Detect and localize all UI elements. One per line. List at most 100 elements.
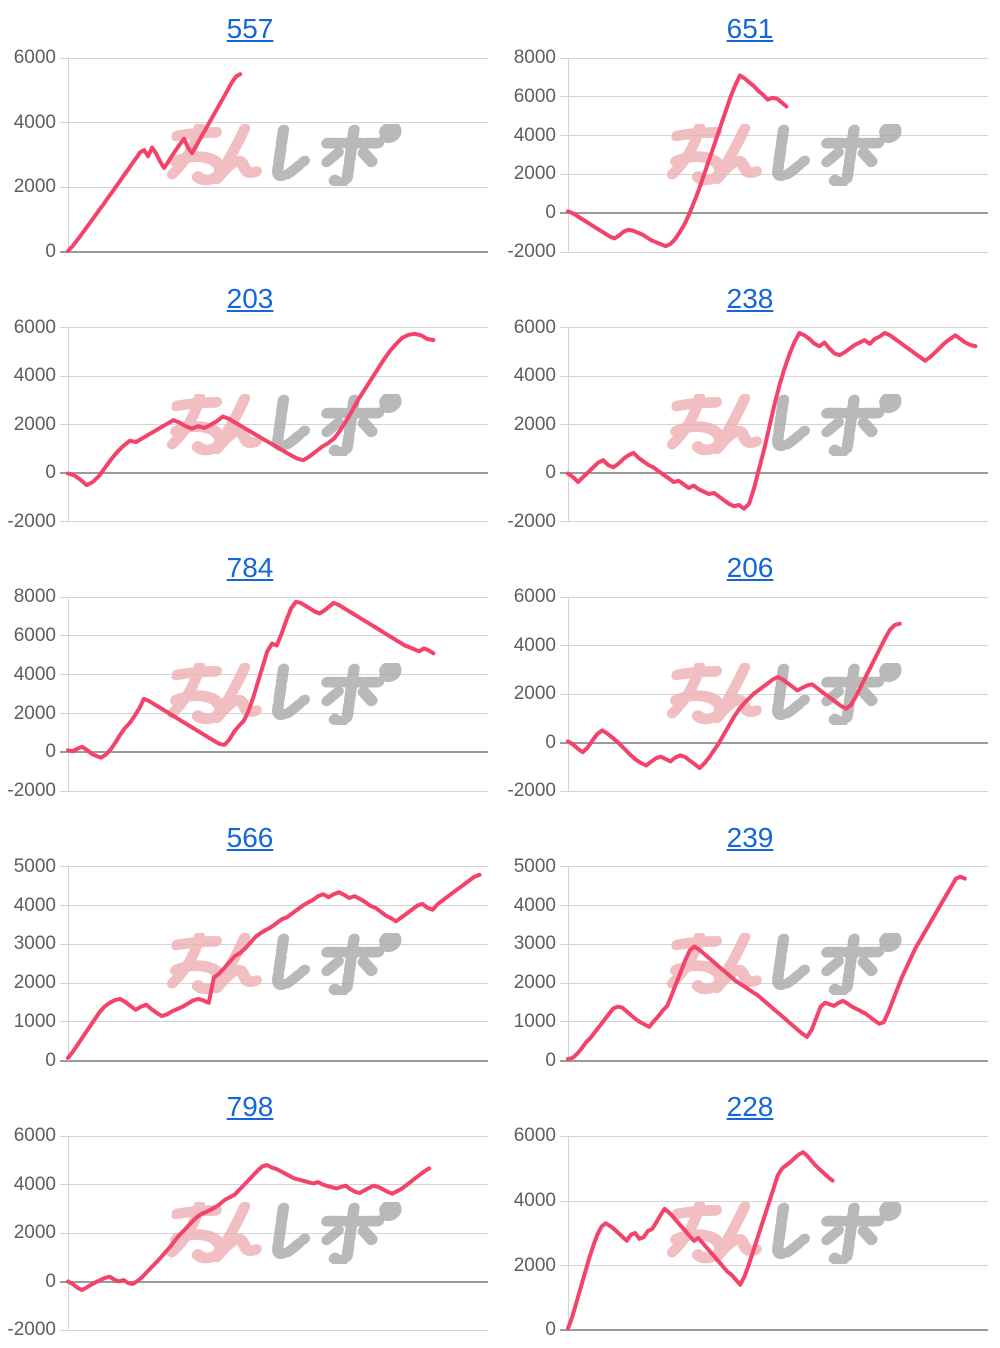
chart-title-link[interactable]: 228 <box>726 1091 774 1123</box>
gridline <box>560 596 988 598</box>
gridline <box>60 327 488 329</box>
watermark-gray-glyphs <box>272 124 402 186</box>
plot-area: 6000 4000 2000 0 -2000 <box>0 270 500 540</box>
gridline <box>60 1329 488 1331</box>
gridline <box>60 1184 488 1186</box>
y-axis-line <box>568 327 569 522</box>
y-axis-tick-label: -2000 <box>7 780 56 802</box>
watermark-gray-glyphs <box>272 1202 402 1265</box>
y-axis-tick-label: 4000 <box>513 634 556 656</box>
gridline <box>60 521 488 523</box>
y-axis-tick-label: 0 <box>545 1049 556 1071</box>
chart-cell-239: 239 5000 4000 3000 2000 1000 0 <box>500 809 1000 1079</box>
gridline <box>560 645 988 647</box>
watermark-minrepo-logo <box>665 1202 926 1265</box>
y-axis-tick-label: 6000 <box>13 1125 56 1147</box>
y-axis-tick-label: 0 <box>45 241 56 262</box>
y-axis-tick-label: 4000 <box>513 1190 556 1212</box>
y-axis-tick-label: 8000 <box>513 47 556 68</box>
zero-gridline <box>60 751 488 754</box>
chart-cell-206: 206 6000 4000 2000 0 -2000 <box>500 539 1000 809</box>
y-axis-tick-label: 4000 <box>13 663 56 685</box>
plot-area: 5000 4000 3000 2000 1000 0 <box>0 809 500 1079</box>
gridline <box>560 375 988 377</box>
plot-area: 6000 4000 2000 0 -2000 <box>500 270 1000 540</box>
chart-title-link[interactable]: 203 <box>226 282 274 314</box>
chart-title-link[interactable]: 651 <box>726 13 774 44</box>
gridline <box>560 866 988 868</box>
chart-title-link[interactable]: 798 <box>226 1091 274 1123</box>
gridline <box>60 375 488 377</box>
chart-cell-784: 784 8000 6000 4000 2000 0 -2000 <box>0 539 500 809</box>
y-axis-line <box>568 597 569 792</box>
plot-area: 5000 4000 3000 2000 1000 0 <box>500 809 1000 1079</box>
y-axis-tick-label: 0 <box>45 741 56 763</box>
watermark-minrepo-logo <box>665 124 926 186</box>
chart-title-link[interactable]: 557 <box>226 13 274 44</box>
y-axis-tick-label: 2000 <box>13 702 56 724</box>
watermark-gray-glyphs <box>772 124 902 186</box>
gridline <box>560 327 988 329</box>
watermark-minrepo-logo <box>665 393 926 456</box>
watermark-minrepo-logo <box>665 663 926 726</box>
watermark-minrepo-logo <box>165 1202 426 1265</box>
y-axis-line <box>68 597 69 792</box>
watermark-gray-glyphs <box>772 932 902 995</box>
gridline <box>60 905 488 907</box>
y-axis-tick-label: 4000 <box>513 365 556 387</box>
watermark-pink-glyphs <box>666 393 762 455</box>
y-axis-line <box>568 866 569 1061</box>
chart-title-link[interactable]: 784 <box>226 552 274 584</box>
y-axis-tick-label: 6000 <box>513 85 556 107</box>
y-axis-tick-label: 2000 <box>513 972 556 994</box>
zero-gridline <box>60 1280 488 1283</box>
gridline <box>560 57 988 59</box>
watermark-minrepo-logo <box>165 663 426 726</box>
chart-title-link[interactable]: 239 <box>726 821 774 853</box>
y-axis-tick-label: 1000 <box>513 1010 556 1032</box>
chart-cell-557: 557 6000 4000 2000 0 <box>0 0 500 270</box>
chart-cell-238: 238 6000 4000 2000 0 -2000 <box>500 270 1000 540</box>
gridline <box>560 251 988 253</box>
y-axis-tick-label: 2000 <box>13 413 56 435</box>
y-axis-tick-label: 0 <box>45 1049 56 1071</box>
y-axis-tick-label: -2000 <box>507 241 556 262</box>
y-axis-line <box>568 1136 569 1331</box>
y-axis-tick-label: -2000 <box>7 1319 56 1341</box>
watermark-pink-glyphs <box>666 124 762 186</box>
plot-area: 8000 6000 4000 2000 0 -2000 <box>0 539 500 809</box>
watermark-gray-glyphs <box>272 932 402 995</box>
chart-title-link[interactable]: 206 <box>726 552 774 584</box>
y-axis-tick-label: 0 <box>545 731 556 753</box>
chart-title-link[interactable]: 566 <box>226 821 274 853</box>
gridline <box>60 1135 488 1137</box>
plot-area: 6000 4000 2000 0 <box>0 0 500 270</box>
y-axis-tick-label: 6000 <box>13 316 56 338</box>
y-axis-tick-label: 3000 <box>13 933 56 955</box>
y-axis-tick-label: 2000 <box>513 1254 556 1276</box>
y-axis-tick-label: 4000 <box>13 894 56 916</box>
y-axis-tick-label: 0 <box>45 462 56 484</box>
watermark-gray-glyphs <box>772 663 902 726</box>
chart-cell-566: 566 5000 4000 3000 2000 1000 0 <box>0 809 500 1079</box>
gridline <box>60 1021 488 1023</box>
y-axis-tick-label: 4000 <box>13 365 56 387</box>
y-axis-tick-label: 4000 <box>513 894 556 916</box>
zero-gridline <box>60 472 488 475</box>
y-axis-tick-label: 0 <box>545 462 556 484</box>
y-axis-line <box>68 327 69 522</box>
watermark-pink-glyphs <box>166 393 262 455</box>
y-axis-tick-label: 0 <box>545 202 556 224</box>
y-axis-line <box>68 866 69 1061</box>
watermark-minrepo-logo <box>165 124 426 186</box>
zero-gridline <box>560 472 988 475</box>
plot-area: 6000 4000 2000 0 <box>500 1078 1000 1348</box>
gridline <box>560 1021 988 1023</box>
y-axis-tick-label: -2000 <box>7 510 56 532</box>
chart-cell-228: 228 6000 4000 2000 0 <box>500 1078 1000 1348</box>
chart-title-link[interactable]: 238 <box>726 282 774 314</box>
y-axis-tick-label: 5000 <box>513 855 556 877</box>
zero-gridline <box>60 251 488 253</box>
gridline <box>60 57 488 59</box>
